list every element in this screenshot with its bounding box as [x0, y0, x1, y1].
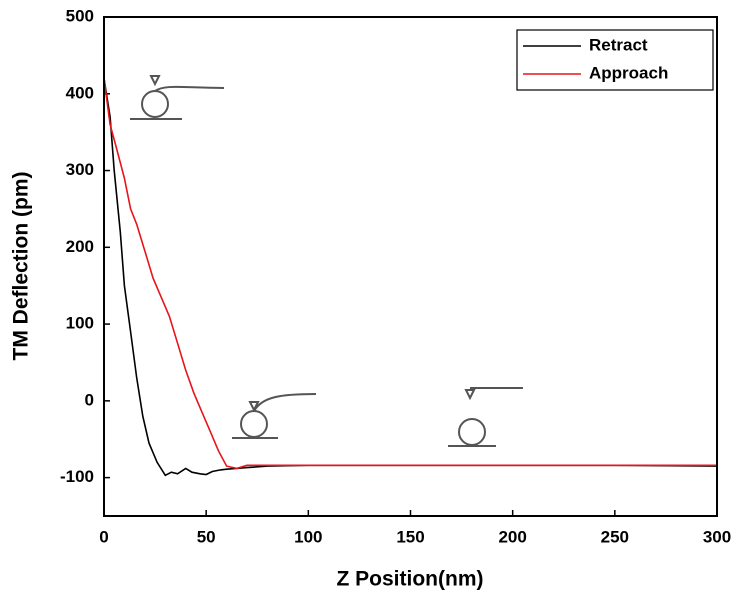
y-tick-label: -100 [60, 467, 94, 486]
x-tick-label: 100 [294, 527, 322, 546]
x-tick-label: 150 [396, 527, 424, 546]
x-tick-label: 200 [498, 527, 526, 546]
x-axis-title: Z Position(nm) [337, 568, 484, 591]
series-line [103, 78, 717, 470]
y-tick-label: 500 [66, 6, 94, 25]
legend-box [516, 29, 714, 91]
y-tick-label: 400 [66, 83, 94, 102]
x-tick-label: 50 [197, 527, 216, 546]
y-axis-title: TM Deflection (pm) [10, 172, 33, 361]
series-line [103, 78, 718, 477]
y-tick-label: 0 [85, 390, 94, 409]
legend-label: Approach [589, 63, 668, 82]
x-tick-label: 300 [703, 527, 731, 546]
y-tick-label: 100 [66, 314, 94, 333]
plot-frame [103, 16, 718, 517]
y-tick-label: 300 [66, 160, 94, 179]
x-tick-label: 0 [99, 527, 108, 546]
legend-label: Retract [589, 35, 648, 54]
y-tick-label: 200 [66, 237, 94, 256]
cantilever-icons [130, 75, 523, 447]
x-tick-label: 250 [601, 527, 629, 546]
